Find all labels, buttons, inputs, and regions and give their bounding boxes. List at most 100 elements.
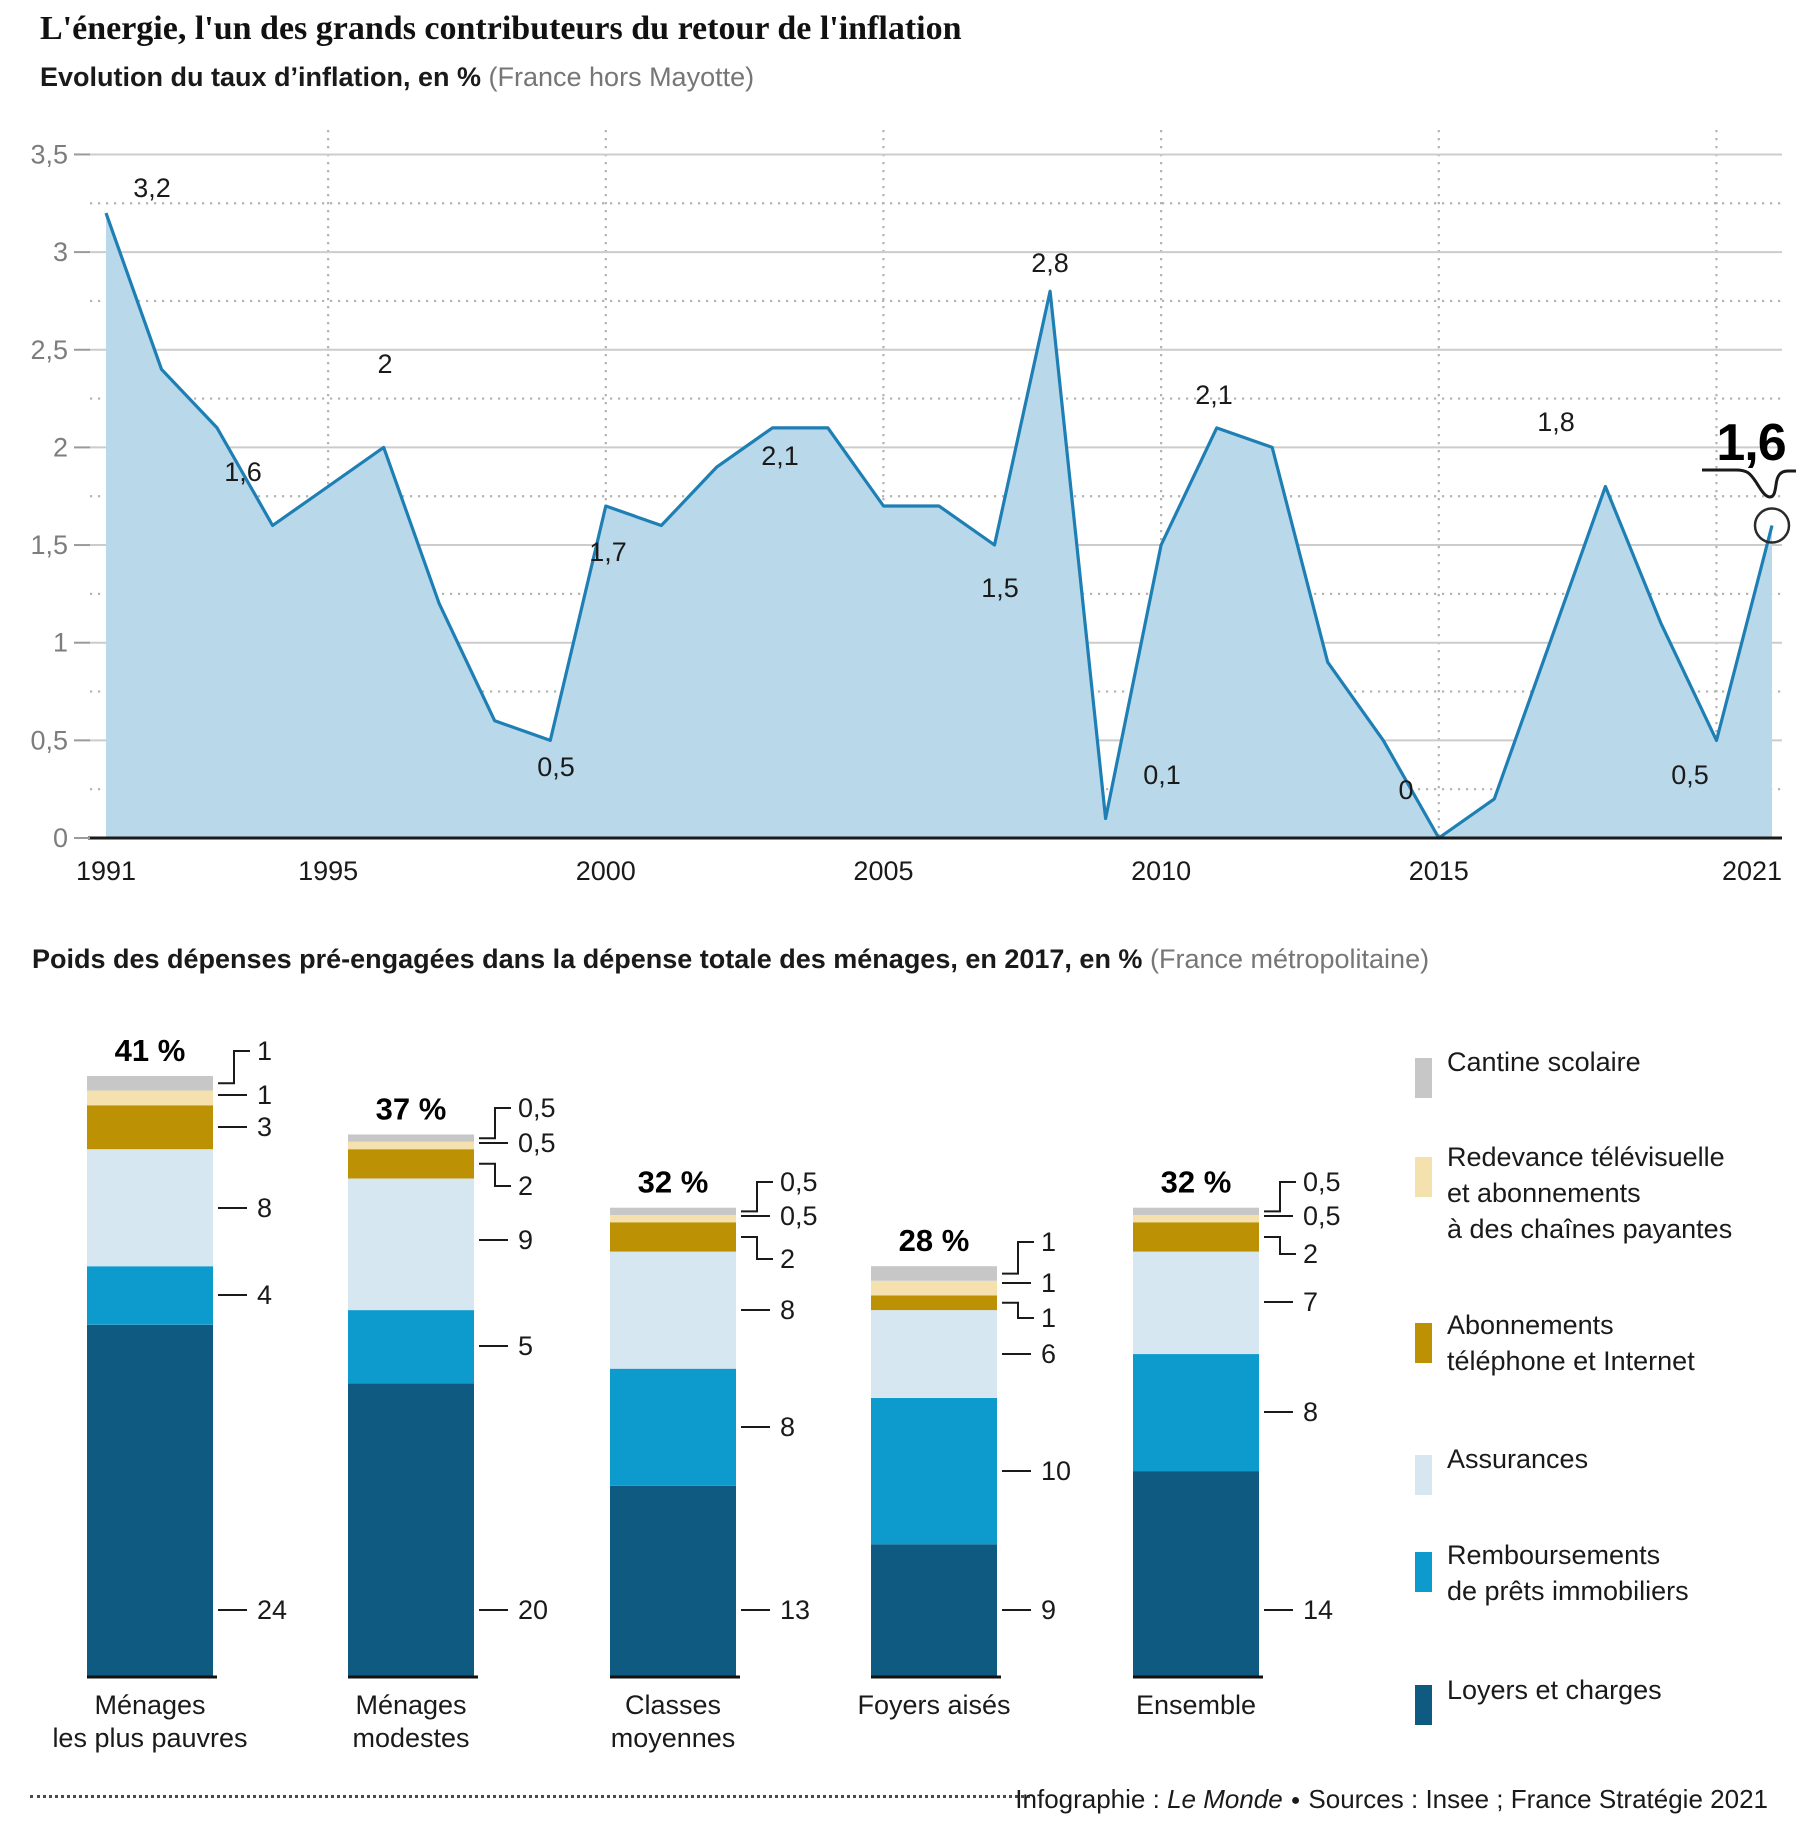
bar-segment [1133,1207,1259,1215]
legend-item-label: Redevance télévisuelle et abonnements à … [1447,1142,1733,1244]
bar-total-label: 28 % [899,1223,970,1258]
segment-value-label: 13 [780,1595,810,1625]
x-axis-tick-label: 2000 [576,856,636,886]
bar-segment [871,1544,997,1676]
segment-value-label: 8 [1303,1397,1318,1427]
bar-category-label: moyennes [611,1723,736,1753]
footer-bullet-icon: ● [1290,1792,1301,1809]
chart1-subtitle: Evolution du taux d’inflation, en % (Fra… [40,62,962,93]
data-point-label: 1,5 [981,573,1019,603]
segment-value-label: 1 [1041,1268,1056,1298]
y-axis-tick-label: 0 [53,823,68,853]
data-point-label: 2 [377,349,392,379]
segment-value-label: 20 [518,1595,548,1625]
bar-segment [871,1398,997,1545]
bar-segment [87,1076,213,1091]
bar-segment [87,1105,213,1150]
chart2-title-note: (France métropolitaine) [1149,944,1430,974]
footer-sources: Sources : Insee ; France Stratégie 2021 [1308,1784,1768,1814]
legend-item-label: Remboursements de prêts immobiliers [1447,1540,1689,1606]
x-axis-tick-label: 2021 [1722,856,1782,886]
x-axis-tick-label: 1995 [298,856,358,886]
bar-segment [348,1141,474,1150]
segment-value-label: 1 [1041,1227,1056,1257]
stacked-bar: 32 % 0,5 0,5 2 7 8 14 Ensemble [1133,1165,1341,1720]
data-point-label: 0,1 [1143,760,1181,790]
segment-value-label: 10 [1041,1456,1071,1486]
bar-segment [348,1178,474,1311]
segment-value-label: 2 [1303,1239,1318,1269]
bar-category-label: Foyers aisés [857,1690,1010,1720]
x-axis-tick-label: 2005 [853,856,913,886]
inflation-area-chart: 3,5 3 2,5 2 1,5 1 0,5 0 1991 1995 2000 2005 2010 2015… [30,130,1796,886]
footer-dotted-leader [30,1795,1030,1798]
segment-value-label: 0,5 [1303,1201,1341,1231]
legend-swatch [1415,1455,1432,1495]
legend-item-label: Abonnements téléphone et Internet [1447,1310,1695,1376]
legend-item-label: Assurances [1447,1444,1589,1474]
bar-segment [87,1324,213,1676]
segment-value-label: 8 [780,1295,795,1325]
y-axis-tick-label: 0,5 [30,725,68,755]
data-point-label: 0 [1398,775,1413,805]
segment-value-label: 8 [257,1193,272,1223]
bar-segment [348,1310,474,1384]
data-point-label: 2,1 [1195,380,1233,410]
segment-value-label: 1 [257,1036,272,1066]
legend-swatch [1415,1552,1432,1592]
segment-value-label: 3 [257,1112,272,1142]
y-axis-tick-label: 3 [53,237,68,267]
bar-total-label: 32 % [1161,1165,1232,1200]
y-axis-tick-label: 1 [53,628,68,658]
data-point-label: 1,6 [224,457,262,487]
segment-value-label: 2 [780,1244,795,1274]
segment-value-label: 0,5 [780,1201,818,1231]
bar-segment [87,1090,213,1106]
x-axis-tick-label: 2010 [1131,856,1191,886]
x-axis-tick-label: 2015 [1409,856,1469,886]
legend-item-label: Loyers et charges [1447,1675,1662,1705]
legend-swatch [1415,1058,1432,1098]
segment-value-label: 0,5 [518,1128,556,1158]
data-point-label: 2,1 [761,441,799,471]
segment-value-label: 1 [257,1080,272,1110]
area-fill [106,213,1772,839]
bar-segment [1133,1354,1259,1472]
segment-value-label: 9 [1041,1595,1056,1625]
bar-segment [1133,1251,1259,1354]
bar-segment [610,1368,736,1486]
bar-segment [1133,1222,1259,1252]
x-axis-tick-label: 1991 [76,856,136,886]
bar-segment [348,1134,474,1142]
segment-value-label: 0,5 [780,1167,818,1197]
bar-segment [871,1310,997,1398]
footer-credits: Infographie : Le Monde ● Sources : Insee ;… [1015,1784,1768,1815]
bar-category-label: les plus pauvres [52,1723,247,1753]
segment-value-label: 1 [1041,1303,1056,1333]
segment-value-label: 4 [257,1280,272,1310]
footer-prefix: Infographie : [1015,1784,1168,1814]
segment-value-label: 2 [518,1171,533,1201]
stacked-bar: 28 % 1 1 1 6 10 9 Foyers aisés [857,1223,1071,1720]
chart2-title: Poids des dépenses pré-engagées dans la … [32,944,1429,975]
highlight-value-label: 1,6 [1716,414,1785,472]
bar-category-label: modestes [352,1723,469,1753]
bar-segment [871,1280,997,1296]
highlight-callout-line [1702,468,1796,499]
bar-total-label: 41 % [115,1033,186,1068]
chart1-subtitle-note: (France hors Mayotte) [488,62,755,92]
bar-category-label: Ensemble [1136,1690,1256,1720]
legend-item-label: Cantine scolaire [1447,1047,1641,1077]
bar-segment [610,1485,736,1676]
bar-total-label: 32 % [638,1165,709,1200]
legend-swatch [1415,1157,1432,1197]
segment-value-label: 7 [1303,1287,1318,1317]
bar-segment [871,1295,997,1311]
bar-category-label: Classes [625,1690,721,1720]
segment-value-label: 6 [1041,1339,1056,1369]
